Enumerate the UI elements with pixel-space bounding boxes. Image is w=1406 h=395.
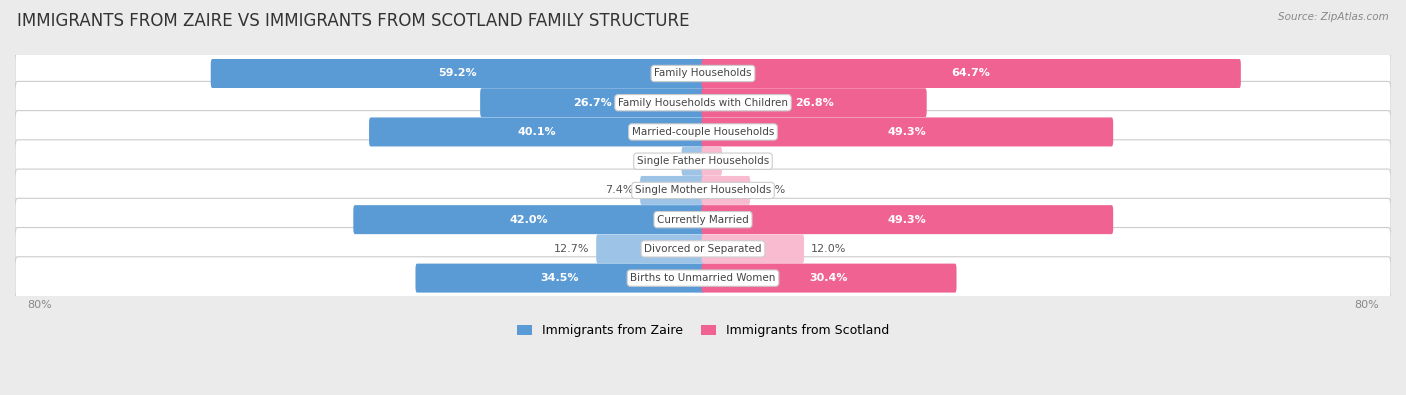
Text: 40.1%: 40.1%: [517, 127, 557, 137]
Text: Family Households: Family Households: [654, 68, 752, 79]
FancyBboxPatch shape: [416, 263, 704, 293]
FancyBboxPatch shape: [682, 147, 704, 176]
FancyBboxPatch shape: [702, 117, 1114, 147]
Text: 2.1%: 2.1%: [728, 156, 756, 166]
Text: 42.0%: 42.0%: [509, 214, 548, 225]
Text: 12.7%: 12.7%: [554, 244, 589, 254]
Text: 64.7%: 64.7%: [952, 68, 991, 79]
FancyBboxPatch shape: [702, 234, 804, 263]
FancyBboxPatch shape: [211, 59, 704, 88]
FancyBboxPatch shape: [15, 81, 1391, 124]
FancyBboxPatch shape: [15, 198, 1391, 241]
FancyBboxPatch shape: [596, 234, 704, 263]
Text: Divorced or Separated: Divorced or Separated: [644, 244, 762, 254]
FancyBboxPatch shape: [702, 147, 721, 176]
Text: 59.2%: 59.2%: [439, 68, 477, 79]
FancyBboxPatch shape: [368, 117, 704, 147]
FancyBboxPatch shape: [479, 88, 704, 117]
FancyBboxPatch shape: [702, 205, 1114, 234]
FancyBboxPatch shape: [15, 111, 1391, 153]
FancyBboxPatch shape: [15, 52, 1391, 95]
FancyBboxPatch shape: [702, 59, 1241, 88]
FancyBboxPatch shape: [702, 88, 927, 117]
FancyBboxPatch shape: [640, 176, 704, 205]
Text: Currently Married: Currently Married: [657, 214, 749, 225]
Text: 49.3%: 49.3%: [889, 214, 927, 225]
Text: 7.4%: 7.4%: [605, 185, 633, 196]
Text: 5.5%: 5.5%: [756, 185, 785, 196]
FancyBboxPatch shape: [702, 263, 956, 293]
Text: Births to Unmarried Women: Births to Unmarried Women: [630, 273, 776, 283]
Text: 49.3%: 49.3%: [889, 127, 927, 137]
Text: 34.5%: 34.5%: [541, 273, 579, 283]
FancyBboxPatch shape: [15, 257, 1391, 299]
Text: 2.4%: 2.4%: [647, 156, 675, 166]
Text: Single Mother Households: Single Mother Households: [636, 185, 770, 196]
FancyBboxPatch shape: [15, 140, 1391, 182]
Legend: Immigrants from Zaire, Immigrants from Scotland: Immigrants from Zaire, Immigrants from S…: [512, 320, 894, 342]
Text: Source: ZipAtlas.com: Source: ZipAtlas.com: [1278, 12, 1389, 22]
FancyBboxPatch shape: [702, 176, 751, 205]
Text: 26.8%: 26.8%: [794, 98, 834, 108]
Text: Single Father Households: Single Father Households: [637, 156, 769, 166]
FancyBboxPatch shape: [15, 228, 1391, 270]
Text: 30.4%: 30.4%: [810, 273, 848, 283]
Text: 12.0%: 12.0%: [811, 244, 846, 254]
Text: IMMIGRANTS FROM ZAIRE VS IMMIGRANTS FROM SCOTLAND FAMILY STRUCTURE: IMMIGRANTS FROM ZAIRE VS IMMIGRANTS FROM…: [17, 12, 689, 30]
Text: Family Households with Children: Family Households with Children: [619, 98, 787, 108]
FancyBboxPatch shape: [353, 205, 704, 234]
Text: Married-couple Households: Married-couple Households: [631, 127, 775, 137]
FancyBboxPatch shape: [15, 169, 1391, 212]
Text: 26.7%: 26.7%: [574, 98, 612, 108]
